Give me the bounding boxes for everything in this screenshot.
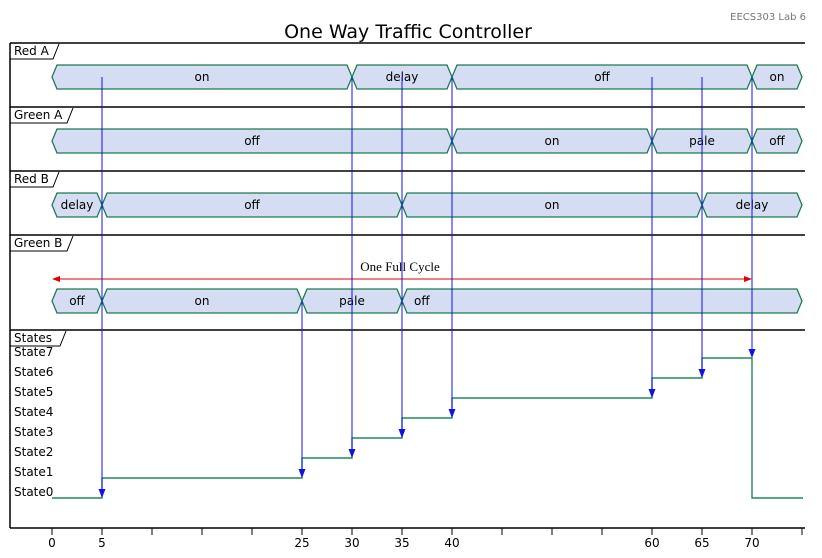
signal-segment (402, 289, 802, 313)
segment-label: off (594, 70, 610, 84)
time-axis: 0 5 25 30 35 40 60 65 70 (10, 528, 805, 550)
diagram-title: One Way Traffic Controller (284, 21, 532, 43)
transition-arrowhead (649, 389, 656, 398)
transition-arrowhead (299, 469, 306, 478)
segment-label: off (69, 294, 85, 308)
axis-tick-label: 30 (344, 536, 359, 550)
cycle-label: One Full Cycle (360, 259, 440, 274)
segment-label: on (545, 198, 560, 212)
transition-arrowhead (449, 409, 456, 418)
axis-tick-label: 40 (444, 536, 459, 550)
transition-arrowhead (349, 449, 356, 458)
transition-arrow (699, 77, 706, 378)
segment-label: on (545, 134, 560, 148)
segment-label: off (414, 294, 430, 308)
transition-arrowhead (399, 429, 406, 438)
transition-arrowhead (99, 489, 106, 498)
cycle-arrowhead-left (52, 276, 60, 282)
axis-tick-label: 35 (394, 536, 409, 550)
axis-tick-label: 25 (294, 536, 309, 550)
signal-label: Green A (14, 108, 63, 122)
signal-label: Red A (14, 44, 50, 58)
segment-label: on (195, 294, 210, 308)
state-label: State2 (14, 445, 53, 459)
signal-row: Red Aon delay off on (10, 43, 805, 89)
state-label: State6 (14, 365, 53, 379)
state-waveform (52, 358, 803, 498)
state-label: State1 (14, 465, 53, 479)
states-header: States (14, 331, 52, 345)
cycle-arrowhead-right (744, 276, 752, 282)
axis-tick-label: 60 (644, 536, 659, 550)
state-label: State0 (14, 485, 53, 499)
state-label: State3 (14, 425, 53, 439)
transition-arrow (299, 301, 306, 478)
segment-label: off (769, 134, 785, 148)
segment-label: delay (61, 198, 94, 212)
transition-arrow (649, 77, 656, 398)
transition-arrow (449, 77, 456, 418)
states-panel: States State0 State1 State2 State3 State4 Stat… (10, 330, 805, 499)
transition-arrowhead (749, 349, 756, 358)
course-lab-note: EECS303 Lab 6 (730, 12, 806, 23)
transition-arrowhead (699, 369, 706, 378)
state-label: State7 (14, 345, 53, 359)
segment-label: off (244, 134, 260, 148)
signal-label: Red B (14, 172, 49, 186)
state-label: State4 (14, 405, 53, 419)
segment-label: off (244, 198, 260, 212)
state-label: State5 (14, 385, 53, 399)
axis-tick-label: 70 (744, 536, 759, 550)
axis-tick-label: 5 (98, 536, 106, 550)
axis-tick-label: 65 (694, 536, 709, 550)
signal-label: Green B (14, 236, 62, 250)
segment-label: on (770, 70, 785, 84)
segment-label: on (195, 70, 210, 84)
axis-tick-label: 0 (48, 536, 56, 550)
